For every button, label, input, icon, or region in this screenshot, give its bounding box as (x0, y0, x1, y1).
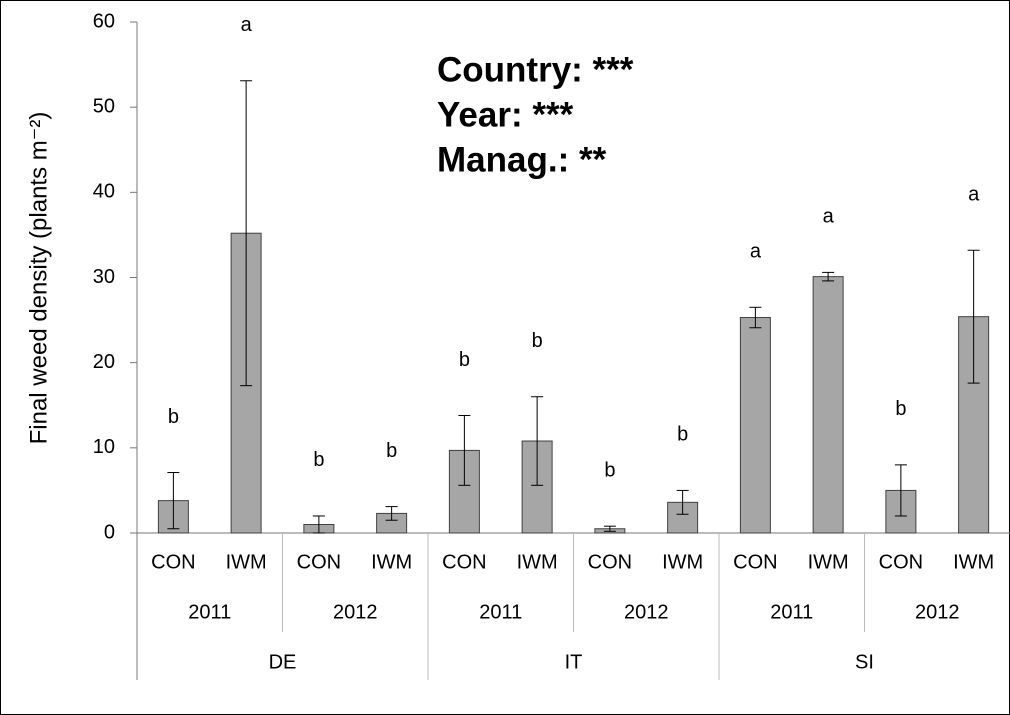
y-tick-label: 50 (93, 95, 115, 117)
bar (812, 276, 844, 534)
year-label: 2012 (333, 601, 378, 623)
x-tick-label: IWM (662, 551, 703, 573)
annotation: Manag.: ** (437, 140, 607, 179)
x-tick-label: CON (733, 551, 777, 573)
x-tick-label: IWM (517, 551, 558, 573)
year-label: 2011 (770, 601, 813, 623)
country-label: IT (565, 651, 583, 673)
x-tick-label: IWM (953, 551, 994, 573)
x-tick-label: CON (297, 551, 341, 573)
year-label: 2012 (624, 601, 669, 623)
letter-label: b (459, 349, 470, 371)
country-label: DE (269, 651, 297, 673)
y-tick-label: 20 (93, 351, 115, 373)
letter-label: b (386, 440, 397, 462)
x-tick-label: CON (588, 551, 632, 573)
letter-label: a (750, 241, 762, 263)
x-tick-label: CON (151, 551, 195, 573)
country-label: SI (855, 651, 874, 673)
letter-label: b (677, 424, 688, 446)
bar (739, 317, 771, 534)
y-tick-label: 30 (93, 266, 115, 288)
annotation: Country: *** (437, 50, 634, 89)
x-tick-label: CON (879, 551, 923, 573)
x-tick-label: CON (442, 551, 486, 573)
letter-label: b (604, 459, 615, 481)
y-axis-label: Final weed density (plants m⁻²) (25, 112, 52, 445)
letter-label: a (823, 206, 835, 228)
letter-label: b (313, 449, 324, 471)
y-tick-label: 10 (93, 436, 115, 458)
x-tick-label: IWM (226, 551, 267, 573)
year-label: 2011 (188, 601, 231, 623)
year-label: 2011 (479, 601, 522, 623)
letter-label: a (241, 14, 253, 36)
y-tick-label: 60 (93, 10, 115, 32)
letter-label: b (168, 406, 179, 428)
letter-label: b (895, 398, 906, 420)
x-tick-label: IWM (371, 551, 412, 573)
annotation: Year: *** (437, 95, 574, 134)
letter-label: a (968, 184, 980, 206)
y-tick-label: 0 (104, 521, 115, 543)
letter-label: b (532, 330, 543, 352)
year-label: 2012 (915, 601, 960, 623)
x-tick-label: IWM (808, 551, 849, 573)
y-tick-label: 40 (93, 181, 115, 203)
